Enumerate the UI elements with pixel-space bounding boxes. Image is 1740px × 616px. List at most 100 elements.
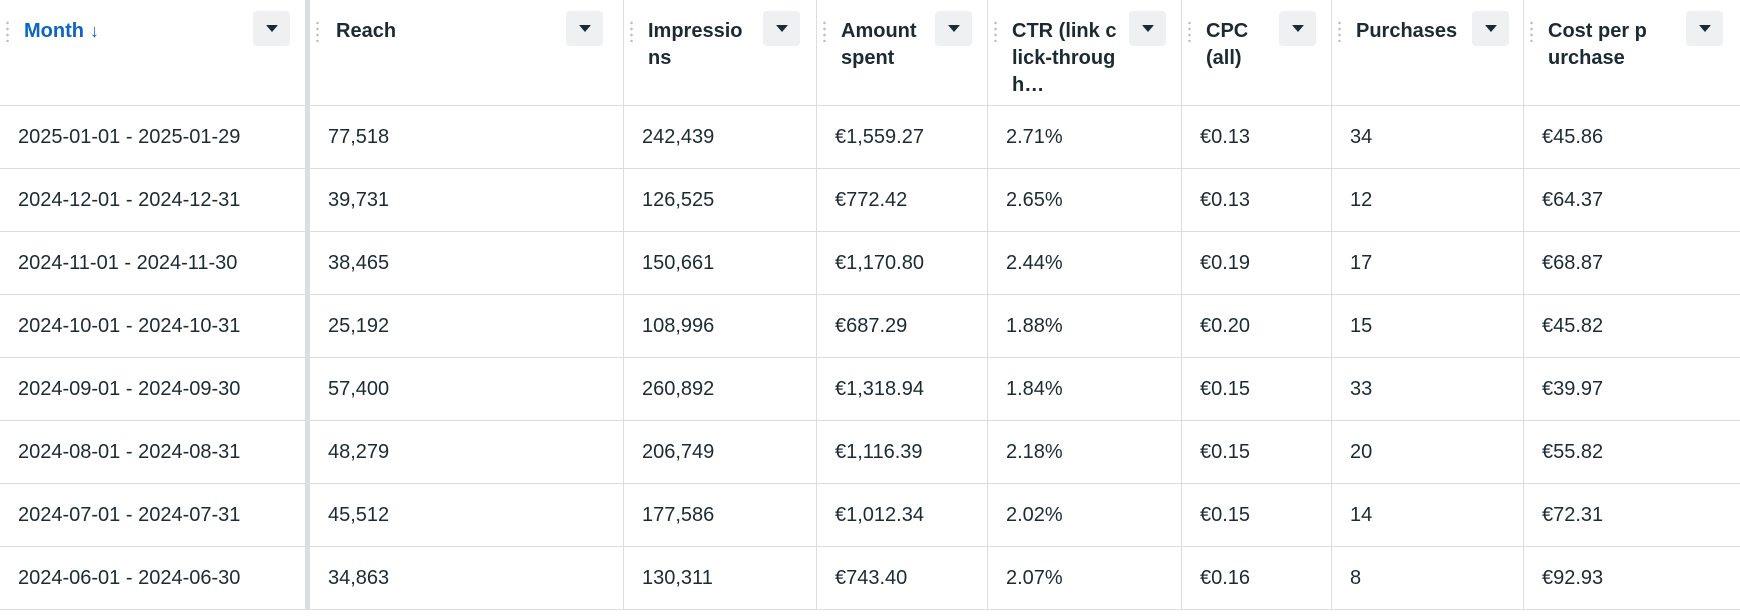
impressions-cell: 242,439: [624, 106, 817, 168]
column-header-cost-per-purchase[interactable]: Cost per purchase: [1524, 0, 1740, 105]
purchases-cell: 15: [1332, 295, 1524, 357]
column-header-label: Month ↓: [24, 18, 305, 45]
caret-down-icon: [265, 25, 278, 32]
impressions-cell: 177,586: [624, 484, 817, 546]
table-body: 2025-01-01 - 2025-01-29 77,518 242,439 €1,5…: [0, 106, 1740, 610]
drag-handle-icon[interactable]: [1188, 20, 1191, 42]
drag-handle-icon[interactable]: [6, 20, 9, 42]
reach-cell: 45,512: [310, 484, 624, 546]
column-menu-button[interactable]: [763, 11, 800, 46]
table-row[interactable]: 2024-08-01 - 2024-08-31 48,279 206,749 €1,1…: [0, 421, 1740, 484]
caret-down-icon: [578, 25, 591, 32]
column-header-cpc[interactable]: CPC (all): [1182, 0, 1332, 105]
column-header-reach[interactable]: Reach: [310, 0, 624, 105]
table-row[interactable]: 2024-11-01 - 2024-11-30 38,465 150,661 €1,1…: [0, 232, 1740, 295]
table-row[interactable]: 2025-01-01 - 2025-01-29 77,518 242,439 €1,5…: [0, 106, 1740, 169]
drag-handle-icon[interactable]: [1530, 20, 1533, 42]
cost-per-purchase-cell: €68.87: [1542, 252, 1604, 274]
month-cell: 2024-06-01 - 2024-06-30: [0, 547, 310, 609]
purchases-cell: 14: [1332, 484, 1524, 546]
drag-handle-icon[interactable]: [630, 20, 633, 42]
caret-down-icon: [775, 25, 788, 32]
reach-cell: 57,400: [310, 358, 624, 420]
drag-handle-icon[interactable]: [1338, 20, 1341, 42]
impressions-cell: 260,892: [624, 358, 817, 420]
column-header-label: Reach: [336, 20, 397, 42]
drag-handle-icon[interactable]: [823, 20, 826, 42]
cpc-cell: €0.15: [1182, 358, 1332, 420]
month-cell: 2024-08-01 - 2024-08-31: [0, 421, 310, 483]
cost-per-purchase-cell: €64.37: [1542, 189, 1604, 211]
impressions-cell: 130,311: [624, 547, 817, 609]
ctr-cell: 1.84%: [988, 358, 1182, 420]
column-header-label: Purchases: [1356, 20, 1458, 42]
cost-per-purchase-cell: €72.31: [1542, 504, 1604, 526]
column-header-impressions[interactable]: Impressions: [624, 0, 817, 105]
month-cell: 2025-01-01 - 2025-01-29: [0, 106, 310, 168]
table-row[interactable]: 2024-06-01 - 2024-06-30 34,863 130,311 €743…: [0, 547, 1740, 610]
table-header: Month ↓ Reach Impressions Amount spent CT…: [0, 0, 1740, 106]
amount-spent-cell: €772.42: [817, 169, 988, 231]
column-menu-button[interactable]: [253, 11, 290, 46]
table-row[interactable]: 2024-07-01 - 2024-07-31 45,512 177,586 €1,0…: [0, 484, 1740, 547]
purchases-cell: 34: [1332, 106, 1524, 168]
amount-spent-cell: €1,318.94: [817, 358, 988, 420]
amount-spent-cell: €687.29: [817, 295, 988, 357]
purchases-cell: 8: [1332, 547, 1524, 609]
column-menu-button[interactable]: [1279, 11, 1316, 46]
reach-cell: 77,518: [310, 106, 624, 168]
cpc-cell: €0.15: [1182, 484, 1332, 546]
column-menu-button[interactable]: [1686, 11, 1723, 46]
caret-down-icon: [947, 25, 960, 32]
purchases-cell: 33: [1332, 358, 1524, 420]
ctr-cell: 2.07%: [988, 547, 1182, 609]
column-header-label: Amount spent: [841, 20, 917, 69]
reach-cell: 34,863: [310, 547, 624, 609]
column-header-month[interactable]: Month ↓: [0, 0, 310, 105]
column-menu-button[interactable]: [1472, 11, 1509, 46]
column-menu-button[interactable]: [1129, 11, 1166, 46]
ctr-cell: 2.65%: [988, 169, 1182, 231]
drag-handle-icon[interactable]: [994, 20, 997, 42]
table-row[interactable]: 2024-10-01 - 2024-10-31 25,192 108,996 €687…: [0, 295, 1740, 358]
cpc-cell: €0.13: [1182, 169, 1332, 231]
ctr-cell: 2.71%: [988, 106, 1182, 168]
caret-down-icon: [1698, 25, 1711, 32]
column-header-label: CTR (link click-through…: [1012, 20, 1117, 96]
amount-spent-cell: €1,012.34: [817, 484, 988, 546]
cost-per-purchase-cell: €45.82: [1542, 315, 1604, 337]
drag-handle-icon[interactable]: [316, 20, 319, 42]
month-cell: 2024-07-01 - 2024-07-31: [0, 484, 310, 546]
reach-cell: 25,192: [310, 295, 624, 357]
caret-down-icon: [1141, 25, 1154, 32]
reach-cell: 39,731: [310, 169, 624, 231]
amount-spent-cell: €743.40: [817, 547, 988, 609]
reach-cell: 48,279: [310, 421, 624, 483]
cost-per-purchase-cell: €55.82: [1542, 441, 1604, 463]
cost-per-purchase-cell: €92.93: [1542, 567, 1604, 589]
impressions-cell: 150,661: [624, 232, 817, 294]
impressions-cell: 108,996: [624, 295, 817, 357]
column-header-label: CPC (all): [1206, 20, 1249, 69]
month-cell: 2024-12-01 - 2024-12-31: [0, 169, 310, 231]
cpc-cell: €0.19: [1182, 232, 1332, 294]
caret-down-icon: [1484, 25, 1497, 32]
sort-descending-icon[interactable]: ↓: [89, 21, 99, 41]
cpc-cell: €0.13: [1182, 106, 1332, 168]
column-header-label: Impressions: [648, 20, 743, 69]
table-row[interactable]: 2024-09-01 - 2024-09-30 57,400 260,892 €1,3…: [0, 358, 1740, 421]
table-row[interactable]: 2024-12-01 - 2024-12-31 39,731 126,525 €772…: [0, 169, 1740, 232]
column-menu-button[interactable]: [566, 11, 603, 46]
reach-cell: 38,465: [310, 232, 624, 294]
column-header-ctr[interactable]: CTR (link click-through…: [988, 0, 1182, 105]
ctr-cell: 2.44%: [988, 232, 1182, 294]
month-cell: 2024-09-01 - 2024-09-30: [0, 358, 310, 420]
purchases-cell: 20: [1332, 421, 1524, 483]
column-menu-button[interactable]: [935, 11, 972, 46]
column-header-label: Cost per purchase: [1548, 20, 1647, 69]
column-header-amount-spent[interactable]: Amount spent: [817, 0, 988, 105]
column-header-purchases[interactable]: Purchases: [1332, 0, 1524, 105]
cpc-cell: €0.20: [1182, 295, 1332, 357]
cpc-cell: €0.15: [1182, 421, 1332, 483]
